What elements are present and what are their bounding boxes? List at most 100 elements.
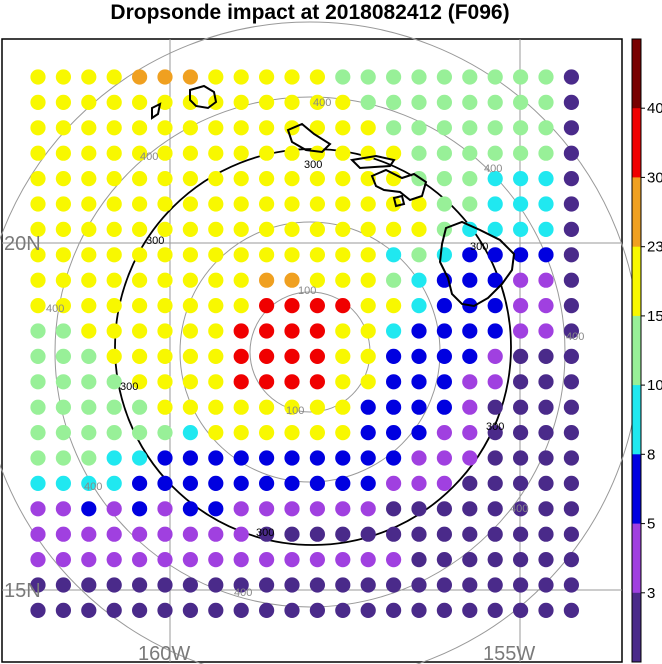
sonde-dot	[157, 526, 173, 542]
sonde-dot	[259, 577, 275, 593]
sonde-dot	[106, 298, 122, 314]
sonde-dot	[487, 374, 503, 390]
sonde-dot	[182, 247, 198, 263]
sonde-dot	[538, 298, 554, 314]
ring-label: 400	[84, 481, 102, 493]
sonde-dot	[55, 298, 71, 314]
sonde-dot	[157, 348, 173, 364]
sonde-dot	[513, 69, 529, 85]
sonde-dot	[284, 171, 300, 187]
sonde-dot	[513, 552, 529, 568]
sonde-dot	[563, 247, 580, 263]
sonde-dot	[55, 145, 71, 161]
sonde-dot	[513, 145, 529, 161]
sonde-dot	[538, 602, 554, 619]
sonde-dot	[411, 94, 427, 110]
sonde-dot	[360, 69, 376, 85]
sonde-dot	[259, 120, 275, 136]
sonde-dot	[335, 298, 351, 314]
sonde-dot	[106, 501, 122, 517]
sonde-dot	[360, 247, 376, 263]
sonde-dot	[208, 552, 224, 568]
sonde-dot	[411, 450, 427, 466]
sonde-dot	[360, 272, 376, 288]
sonde-dot	[132, 450, 148, 466]
sonde-dot	[538, 348, 554, 364]
sonde-dot	[386, 196, 402, 212]
sonde-dot	[309, 145, 325, 161]
sonde-dot	[386, 425, 402, 441]
colorbar-label: 8	[647, 446, 655, 463]
sonde-dot	[563, 552, 580, 568]
sonde-dot	[55, 196, 71, 212]
sonde-dot	[335, 552, 351, 568]
sonde-dot	[55, 602, 71, 619]
islands	[151, 84, 516, 308]
sonde-dot	[259, 272, 275, 288]
sonde-dot	[563, 221, 580, 237]
sonde-dot	[132, 602, 148, 619]
sonde-dot	[157, 425, 173, 441]
sonde-dot	[563, 374, 580, 390]
sonde-dot	[284, 450, 300, 466]
sonde-dot	[157, 374, 173, 390]
sonde-dot	[563, 120, 580, 136]
sonde-dot	[487, 298, 503, 314]
sonde-dot	[157, 475, 173, 491]
sonde-dot	[208, 475, 224, 491]
sonde-dot	[462, 120, 478, 136]
sonde-dot	[360, 348, 376, 364]
sonde-dot	[538, 475, 554, 491]
sonde-dot	[106, 450, 122, 466]
sonde-dot	[55, 247, 71, 263]
sonde-dot	[335, 425, 351, 441]
sonde-dot	[411, 374, 427, 390]
sonde-dot	[81, 298, 97, 314]
sonde-dot	[208, 577, 224, 593]
sonde-dot	[284, 69, 300, 85]
sonde-dot	[360, 171, 376, 187]
sonde-dot	[487, 399, 503, 415]
colorbar-label: 23	[647, 239, 662, 256]
sonde-dot	[335, 526, 351, 542]
sonde-dot	[30, 94, 46, 110]
sonde-dot	[182, 399, 198, 415]
sonde-dot	[411, 399, 427, 415]
sonde-dot	[563, 94, 580, 110]
sonde-dot	[386, 69, 402, 85]
sonde-dot	[360, 450, 376, 466]
sonde-dot	[182, 145, 198, 161]
sonde-dot	[284, 374, 300, 390]
sonde-dot	[487, 552, 503, 568]
sonde-dot	[335, 348, 351, 364]
sonde-dot	[487, 196, 503, 212]
sonde-dot	[411, 577, 427, 593]
sonde-dot	[538, 272, 554, 288]
sonde-dot	[284, 298, 300, 314]
sonde-dot	[157, 171, 173, 187]
lat-label-15n: 15N	[4, 580, 41, 602]
sonde-dot	[208, 450, 224, 466]
sonde-dot	[513, 374, 529, 390]
sonde-dot	[411, 221, 427, 237]
sonde-dot	[284, 552, 300, 568]
ring-label: 400	[510, 503, 528, 515]
sonde-dot	[55, 69, 71, 85]
sonde-dot	[335, 272, 351, 288]
sonde-dot	[132, 425, 148, 441]
sonde-dot	[182, 552, 198, 568]
sonde-dot	[309, 120, 325, 136]
sonde-dot	[436, 348, 452, 364]
sonde-dot	[233, 120, 249, 136]
sonde-dot	[106, 577, 122, 593]
colorbar-segment	[632, 177, 641, 248]
sonde-dot	[81, 577, 97, 593]
sonde-dot	[132, 298, 148, 314]
sonde-dot	[284, 94, 300, 110]
niihau-island	[151, 102, 162, 120]
sonde-dot	[259, 196, 275, 212]
sonde-dot	[81, 399, 97, 415]
sonde-dot	[55, 94, 71, 110]
sonde-dot	[309, 69, 325, 85]
sonde-dot	[182, 348, 198, 364]
